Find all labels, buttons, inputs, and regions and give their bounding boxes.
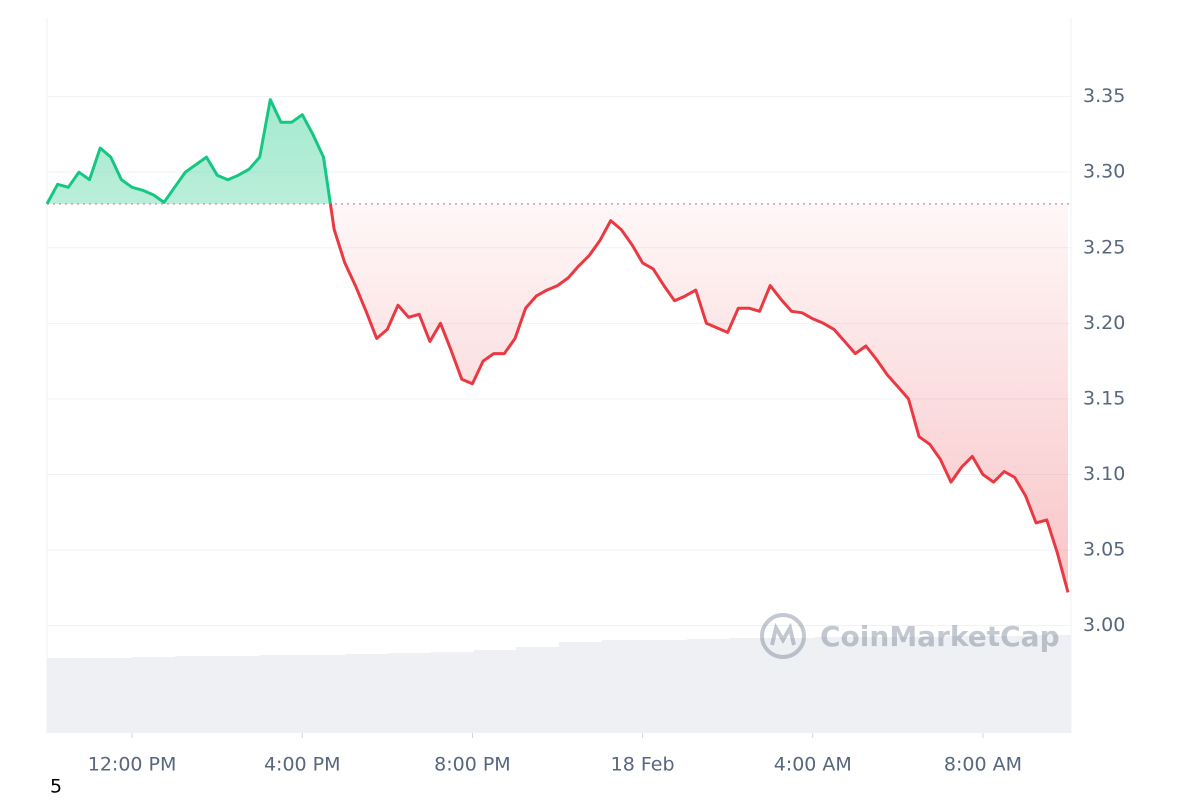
y-tick-label: 3.00 [1083, 614, 1125, 636]
volume-bar [303, 655, 347, 733]
volume-bar [1028, 635, 1072, 733]
volume-bar [729, 638, 773, 733]
watermark-text: CoinMarketCap [820, 620, 1060, 653]
volume-bar [473, 650, 517, 733]
volume-bar [260, 655, 304, 733]
axes: 3.00 3.05 3.10 3.15 3.20 3.25 3.30 3.35 12:00 PM… [88, 85, 1126, 775]
footer-text: 5 [50, 776, 62, 798]
y-tick-label: 3.35 [1083, 85, 1125, 107]
volume-bar [132, 657, 176, 733]
price-area [47, 99, 1069, 593]
volume-bar [644, 640, 688, 733]
price-line [45, 98, 1070, 593]
x-tick-label: 18 Feb [611, 754, 675, 776]
volume-bar [345, 654, 389, 733]
volume-bar [516, 647, 560, 733]
y-tick-label: 3.20 [1083, 312, 1125, 334]
volume-bar [559, 642, 603, 733]
volume-bar [943, 636, 987, 733]
volume-bar [601, 640, 645, 733]
volume-bar [900, 637, 944, 733]
volume-bar [89, 658, 133, 733]
grid [47, 96, 1071, 627]
volume-bar [431, 652, 475, 733]
x-tick-label: 4:00 AM [774, 754, 852, 776]
volume-bar [687, 639, 731, 733]
y-tick-label: 3.25 [1083, 236, 1125, 258]
volume-bar [772, 638, 816, 733]
volume-bar [175, 656, 219, 733]
y-tick-label: 3.30 [1083, 161, 1125, 183]
x-tick-label: 8:00 AM [944, 754, 1022, 776]
volume-bar [388, 653, 432, 733]
volume-bar [985, 636, 1029, 733]
volume-bar [217, 656, 261, 733]
x-tick-label: 12:00 PM [88, 754, 177, 776]
watermark: CoinMarketCap [760, 613, 1060, 659]
y-tick-label: 3.10 [1083, 463, 1125, 485]
plot [45, 98, 1071, 593]
volume-bar [857, 637, 901, 733]
x-tick-label: 8:00 PM [434, 754, 511, 776]
y-tick-label: 3.15 [1083, 387, 1125, 409]
y-tick-label: 3.05 [1083, 539, 1125, 561]
x-tick-label: 4:00 PM [264, 754, 341, 776]
volume-bar [815, 637, 859, 733]
volume [47, 635, 1072, 733]
volume-bar [47, 658, 91, 733]
